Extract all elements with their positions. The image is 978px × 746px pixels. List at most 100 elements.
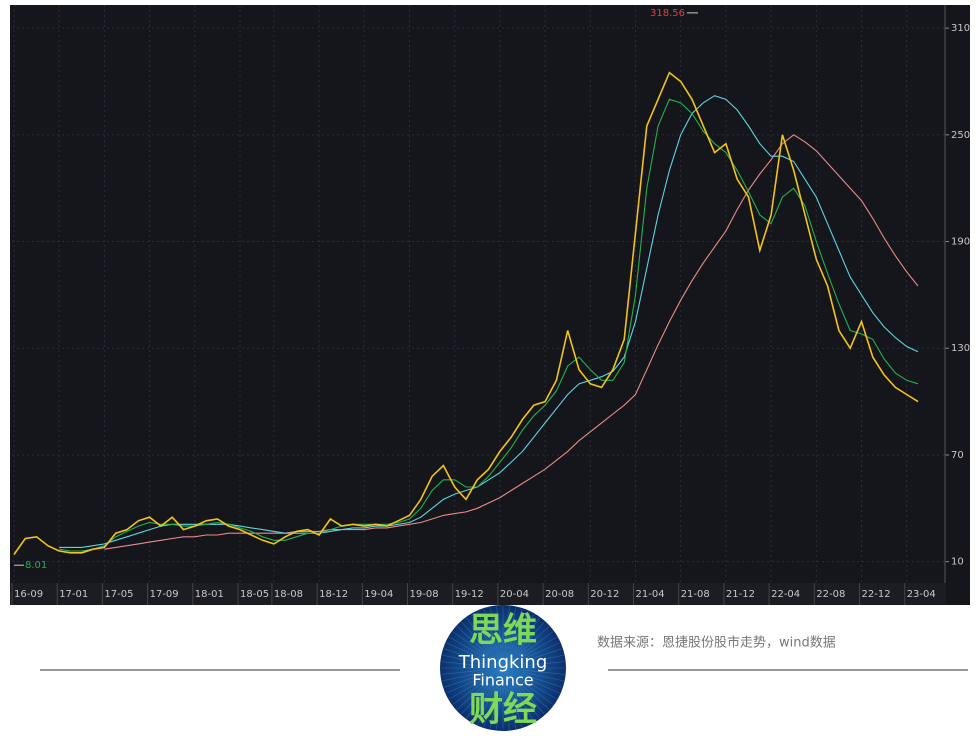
logo-ray (517, 626, 550, 655)
y-tick-label: 10 (951, 557, 964, 568)
logo-ray (441, 669, 484, 675)
high-label: 318.56 (650, 8, 685, 19)
series-line (59, 98, 919, 552)
logo-text: 财经 (469, 690, 537, 730)
logo-ray (510, 686, 529, 725)
logo-ray (508, 686, 523, 728)
logo-ray (506, 607, 517, 649)
logo-ray (510, 611, 529, 650)
x-tick-label: 20-12 (590, 589, 619, 600)
logo-ray (496, 606, 502, 649)
logo-ray (522, 654, 564, 665)
logo-ray (519, 679, 554, 705)
logo-ray (508, 608, 523, 650)
x-tick-label: 23-04 (907, 589, 936, 600)
series-line (104, 134, 919, 550)
series-line (13, 71, 919, 555)
logo-ray (520, 636, 557, 659)
logo-ray (522, 669, 565, 675)
logo-ray (520, 677, 557, 700)
logo-ray (456, 681, 489, 710)
y-tick-label: 130 (951, 343, 970, 354)
y-tick-label: 70 (951, 450, 964, 461)
logo-ray (512, 685, 535, 722)
logo-ray (489, 607, 500, 649)
x-tick-label: 22-12 (862, 589, 891, 600)
x-tick-label: 18-12 (319, 589, 348, 600)
logo-rays (441, 606, 565, 730)
logo-ray (449, 677, 486, 700)
logo-ray (512, 614, 535, 651)
x-tick-label: 20-08 (545, 589, 574, 600)
y-tick-label: 310 (951, 23, 970, 34)
logo-text: 思维 (469, 611, 537, 651)
logo-ray (442, 671, 484, 682)
x-tick-label: 17-05 (104, 589, 133, 600)
x-tick-label: 22-04 (771, 589, 800, 600)
logo-ray (452, 631, 487, 657)
x-axis-strip (10, 583, 946, 605)
logo-ray (521, 648, 563, 663)
logo-ray (471, 685, 494, 722)
chart-background (10, 5, 970, 605)
x-tick-label: 17-01 (59, 589, 88, 600)
low-label: 8.01 (25, 560, 47, 571)
logo-ray (452, 679, 487, 705)
logo-ray (443, 648, 485, 663)
logo-ray (471, 614, 494, 651)
source-note: 数据来源：恩捷股份股市走势，wind数据 (597, 635, 836, 651)
logo-ray (522, 661, 565, 667)
logo-ray (441, 661, 484, 667)
logo-ray (504, 687, 510, 730)
logo-ray (466, 684, 492, 719)
logo-ray (504, 606, 510, 649)
logo-ray (489, 687, 500, 729)
logo-ray (449, 636, 486, 659)
y-tick-label: 250 (951, 130, 970, 141)
x-tick-label: 19-12 (455, 589, 484, 600)
logo-ray (496, 687, 502, 730)
x-tick-label: 21-04 (636, 589, 665, 600)
logo-ray (483, 608, 498, 650)
x-tick-label: 19-04 (364, 589, 393, 600)
logo-ray (483, 686, 498, 728)
x-tick-label: 16-09 (14, 589, 43, 600)
logo-ray (514, 617, 540, 652)
logo-ray (443, 673, 485, 688)
logo-ray (461, 682, 490, 715)
logo-ray (446, 642, 485, 661)
logo-ray (521, 675, 560, 694)
logo-ray (522, 671, 564, 682)
logo-ray (456, 626, 489, 655)
x-tick-label: 21-12 (726, 589, 755, 600)
logo-ray (521, 642, 560, 661)
x-tick-label: 18-08 (274, 589, 303, 600)
logo-circle (440, 605, 566, 731)
logo-ray (477, 686, 496, 725)
logo-ray (477, 611, 496, 650)
logo-text: Finance (472, 671, 533, 690)
logo-ray (516, 621, 545, 654)
logo-ray (514, 684, 540, 719)
logo-ray (516, 682, 545, 715)
logo-ray (519, 631, 554, 657)
plot: 10 70 130 190 250 310 16-09 17-01 17-05 17-09 18-0… (11, 5, 970, 605)
logo-ray (446, 675, 485, 694)
logo-ray (461, 621, 490, 654)
x-tick-label: 18-05 (240, 589, 269, 600)
x-tick-label: 19-08 (410, 589, 439, 600)
x-tick-label: 21-08 (681, 589, 710, 600)
series-line (59, 95, 919, 548)
y-tick-label: 190 (951, 237, 970, 248)
logo-ray (517, 681, 550, 710)
logo-ray (442, 654, 484, 665)
x-tick-label: 22-08 (816, 589, 845, 600)
logo-ray (466, 617, 492, 652)
x-tick-label: 20-04 (500, 589, 529, 600)
logo-ray (521, 673, 563, 688)
x-tick-label: 17-09 (150, 589, 179, 600)
logo-text: Thingking (458, 652, 548, 673)
x-tick-label: 18-01 (195, 589, 224, 600)
